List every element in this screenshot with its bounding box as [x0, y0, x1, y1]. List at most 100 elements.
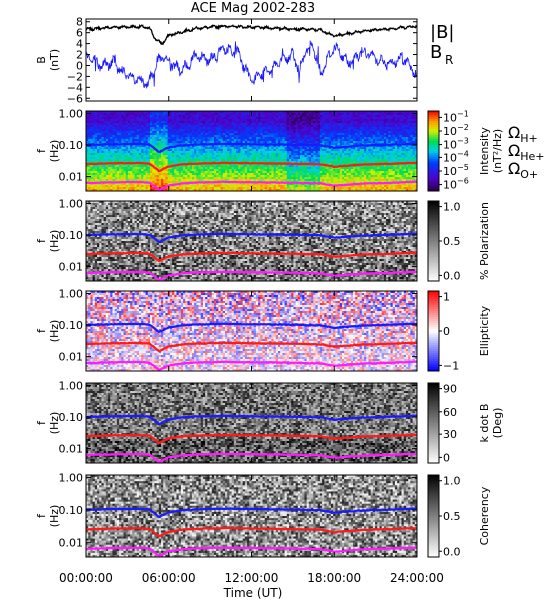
heatmap-cell: [110, 133, 113, 136]
heatmap-cell: [127, 165, 131, 168]
heatmap-cell: [121, 171, 124, 174]
heatmap-cell: [194, 121, 197, 124]
heatmap-cell: [187, 151, 191, 154]
heatmap-cell: [209, 149, 213, 152]
heatmap-cell: [209, 185, 213, 188]
heatmap-cell: [123, 173, 127, 176]
heatmap-cell: [125, 125, 129, 128]
heatmap-cell: [200, 155, 204, 158]
heatmap-cell: [207, 153, 210, 156]
heatmap-cell: [90, 151, 94, 154]
heatmap-cell: [172, 177, 175, 180]
heatmap-cell: [86, 113, 89, 116]
heatmap-cell: [138, 187, 142, 190]
heatmap-cell: [143, 179, 146, 182]
heatmap-cell: [141, 175, 144, 178]
heatmap-cell: [108, 131, 111, 134]
heatmap-cell: [121, 165, 124, 168]
heatmap-cell: [154, 117, 158, 120]
heatmap-cell: [205, 149, 208, 152]
heatmap-cell: [156, 123, 160, 126]
heatmap-cell: [94, 167, 98, 170]
heatmap-cell: [216, 127, 219, 130]
heatmap-cell: [156, 173, 160, 176]
heatmap-cell: [158, 149, 162, 152]
heatmap-cell: [213, 155, 217, 158]
heatmap-cell: [183, 171, 186, 174]
heatmap-cell: [198, 169, 202, 172]
heatmap-cell: [167, 135, 171, 138]
heatmap-cell: [178, 169, 182, 172]
heatmap-cell: [114, 165, 118, 168]
heatmap-cell: [176, 131, 180, 134]
heatmap-cell: [172, 143, 175, 146]
heatmap-cell: [136, 127, 140, 130]
heatmap-cell: [112, 133, 116, 136]
heatmap-cell: [101, 155, 105, 158]
heatmap-cell: [90, 167, 94, 170]
heatmap-cell: [161, 171, 164, 174]
heatmap-cell: [86, 169, 89, 172]
heatmap-cell: [154, 139, 158, 142]
heatmap-cell: [156, 125, 160, 128]
heatmap-cell: [216, 153, 219, 156]
heatmap-cell: [167, 153, 171, 156]
heatmap-cell: [189, 115, 193, 118]
heatmap-cell: [209, 141, 213, 144]
heatmap-cell: [178, 117, 182, 120]
heatmap-cell: [178, 137, 182, 140]
heatmap-cell: [211, 151, 215, 154]
heatmap-cell: [213, 187, 217, 190]
heatmap-cell: [209, 119, 213, 122]
heatmap-cell: [92, 189, 96, 192]
heatmap-cell: [163, 173, 166, 176]
heatmap-cell: [145, 141, 149, 144]
heatmap-cell: [143, 141, 146, 144]
heatmap-cell: [125, 149, 129, 152]
heatmap-cell: [174, 159, 177, 162]
heatmap-cell: [143, 113, 146, 116]
heatmap-cell: [200, 157, 204, 160]
heatmap-cell: [176, 157, 180, 160]
heatmap-cell: [169, 187, 173, 190]
heatmap-cell: [154, 121, 158, 124]
heatmap-cell: [97, 159, 100, 162]
heatmap-cell: [202, 119, 206, 122]
heatmap-cell: [132, 133, 135, 136]
heatmap-cell: [189, 113, 193, 116]
heatmap-cell: [119, 187, 122, 190]
heatmap-cell: [147, 149, 151, 152]
heatmap-cell: [200, 145, 204, 148]
heatmap-cell: [110, 167, 113, 170]
heatmap-cell: [103, 159, 107, 162]
heatmap-cell: [176, 167, 180, 170]
heatmap-cell: [209, 127, 213, 130]
heatmap-cell: [213, 179, 217, 182]
heatmap-cell: [125, 147, 129, 150]
heatmap-cell: [121, 123, 124, 126]
heatmap-cell: [211, 119, 215, 122]
heatmap-cell: [94, 175, 98, 178]
heatmap-cell: [110, 155, 113, 158]
heatmap-cell: [163, 123, 166, 126]
heatmap-cell: [194, 159, 197, 162]
heatmap-cell: [134, 123, 138, 126]
heatmap-cell: [105, 121, 109, 124]
heatmap-cell: [86, 121, 89, 124]
heatmap-cell: [189, 183, 193, 186]
heatmap-cell: [207, 151, 210, 154]
heatmap-cell: [147, 131, 151, 134]
heatmap-cell: [134, 185, 138, 188]
heatmap-cell: [105, 179, 109, 182]
heatmap-cell: [156, 163, 160, 166]
heatmap-cell: [172, 153, 175, 156]
heatmap-cell: [178, 125, 182, 128]
heatmap-cell: [207, 177, 210, 180]
heatmap-cell: [213, 139, 217, 142]
heatmap-cell: [174, 133, 177, 136]
heatmap-cell: [187, 189, 191, 192]
heatmap-cell: [136, 171, 140, 174]
heatmap-cell: [169, 163, 173, 166]
heatmap-cell: [97, 161, 100, 164]
heatmap-cell: [174, 135, 177, 138]
